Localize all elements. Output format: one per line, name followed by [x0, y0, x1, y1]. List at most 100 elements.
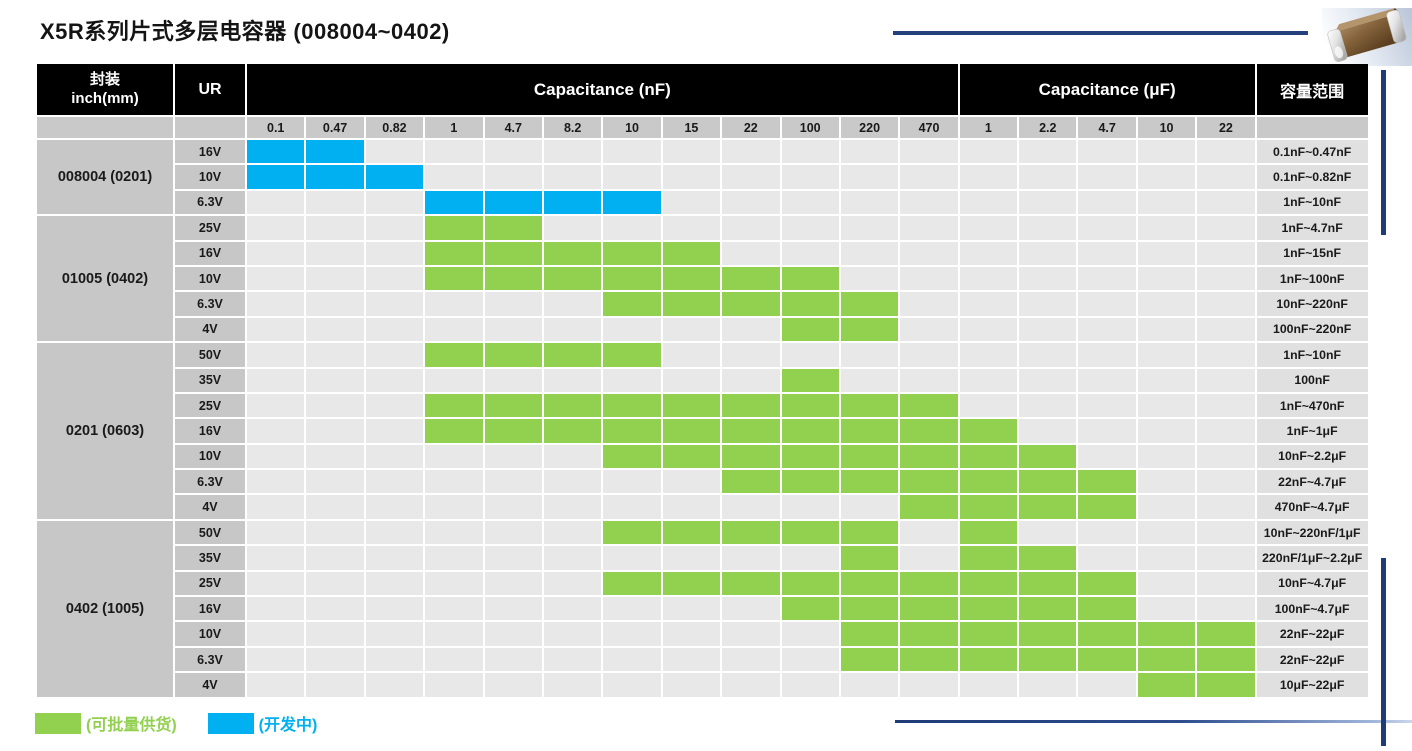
table-row: 35V 220nF/1μF~2.2μF: [37, 546, 1368, 570]
capacity-cell-empty: [840, 140, 899, 164]
capacity-cell-empty: [365, 673, 424, 697]
capacity-cell-empty: [603, 622, 661, 646]
capacity-cell-empty: [543, 317, 602, 342]
capacity-cell-available: [959, 495, 1018, 519]
capacity-cell-empty: [543, 216, 602, 240]
capacity-cell-empty: [662, 546, 721, 570]
capacity-cell-empty: [365, 622, 424, 646]
voltage-cell: 10V: [175, 165, 245, 189]
capacity-cell-empty: [365, 140, 424, 164]
capacity-cell-available: [900, 597, 958, 621]
capacity-cell-empty: [365, 393, 424, 418]
capacity-cell-empty: [247, 292, 305, 316]
capacity-cell-empty: [1078, 343, 1136, 367]
voltage-cell: 6.3V: [175, 647, 245, 672]
capacity-cell-empty: [1019, 190, 1077, 215]
capacity-cell-empty: [662, 470, 721, 494]
capacity-cell-empty: [722, 241, 780, 265]
capacity-cell-available: [840, 419, 899, 443]
capacity-cell-available: [722, 571, 780, 596]
capacity-cell-available: [662, 393, 721, 418]
capacity-cell-empty: [959, 241, 1018, 265]
capacity-cell-available: [662, 571, 721, 596]
capacity-cell-available: [840, 546, 899, 570]
capacity-cell-empty: [840, 165, 899, 189]
capacity-cell-empty: [306, 520, 364, 545]
capacity-cell-empty: [840, 495, 899, 519]
capacity-cell-available: [484, 266, 542, 291]
capacity-cell-empty: [900, 292, 958, 316]
capacity-cell-empty: [603, 216, 661, 240]
range-cell: 1nF~470nF: [1256, 393, 1368, 418]
capacity-cell-available: [1078, 597, 1136, 621]
capacity-cell-empty: [1019, 241, 1077, 265]
range-cell: 10nF~220nF: [1256, 292, 1368, 316]
capacity-cell-available: [1019, 597, 1077, 621]
capacity-cell-empty: [306, 241, 364, 265]
capacity-cell-available: [425, 419, 483, 443]
capacity-cell-developing: [425, 190, 483, 215]
capacitance-uf-header-cell: Capacitance (μF): [959, 64, 1255, 115]
table-row: 6.3V 22nF~22μF: [37, 647, 1368, 672]
capacity-cell-empty: [1137, 495, 1196, 519]
voltage-cell: 4V: [175, 317, 245, 342]
voltage-cell: 25V: [175, 393, 245, 418]
capacity-cell-empty: [1137, 597, 1196, 621]
range-cell: 10nF~4.7μF: [1256, 571, 1368, 596]
capacity-cell-empty: [722, 368, 780, 392]
capacity-cell-empty: [365, 368, 424, 392]
capacity-cell-empty: [1197, 419, 1255, 443]
bottom-accent-line: [895, 720, 1412, 723]
capacity-cell-empty: [1019, 673, 1077, 697]
capacity-cell-empty: [365, 597, 424, 621]
capacity-cell-available: [781, 292, 839, 316]
table-row: 01005 (0402) 25V 1nF~4.7nF: [37, 216, 1368, 342]
capacity-cell-empty: [484, 571, 542, 596]
capacity-cell-available: [603, 520, 661, 545]
capacity-cell-empty: [484, 165, 542, 189]
capacity-cell-available: [603, 343, 661, 367]
range-cell: 0.1nF~0.47nF: [1256, 140, 1368, 164]
capacity-cell-empty: [306, 444, 364, 469]
table-row: 10V 10nF~2.2μF: [37, 444, 1368, 469]
table-row: 6.3V 22nF~4.7μF: [37, 470, 1368, 494]
capacity-cell-empty: [1019, 165, 1077, 189]
capacity-cell-empty: [306, 571, 364, 596]
table-row: 4V 10μF~22μF: [37, 673, 1368, 697]
capacity-cell-empty: [662, 622, 721, 646]
capacity-cell-empty: [603, 140, 661, 164]
capacity-cell-empty: [840, 673, 899, 697]
capacity-cell-available: [1197, 622, 1255, 646]
table-row: 16V 1nF~1μF: [37, 419, 1368, 443]
capacity-cell-empty: [840, 216, 899, 240]
capacity-cell-available: [425, 216, 483, 240]
capacity-cell-available: [1019, 470, 1077, 494]
capacity-cell-empty: [1137, 140, 1196, 164]
voltage-cell: 6.3V: [175, 470, 245, 494]
capacity-cell-empty: [781, 673, 839, 697]
table-row: 4V 470nF~4.7μF: [37, 495, 1368, 519]
capacity-cell-empty: [1078, 419, 1136, 443]
capacity-cell-empty: [1019, 419, 1077, 443]
capacity-cell-empty: [662, 317, 721, 342]
capacity-cell-available: [603, 241, 661, 265]
capacity-cell-empty: [1078, 393, 1136, 418]
capacity-cell-empty: [1197, 444, 1255, 469]
capacity-cell-available: [722, 266, 780, 291]
capacity-cell-available: [662, 266, 721, 291]
capacity-cell-empty: [722, 165, 780, 189]
capacity-cell-available: [662, 520, 721, 545]
capacity-cell-empty: [365, 444, 424, 469]
capacity-cell-empty: [959, 343, 1018, 367]
capacity-cell-available: [959, 444, 1018, 469]
capacity-cell-empty: [1137, 343, 1196, 367]
range-cell: 10μF~22μF: [1256, 673, 1368, 697]
capacity-cell-empty: [1019, 393, 1077, 418]
capacity-cell-available: [1078, 470, 1136, 494]
capacity-cell-empty: [900, 343, 958, 367]
capacity-cell-empty: [365, 292, 424, 316]
capacity-cell-empty: [306, 266, 364, 291]
capacity-cell-empty: [1078, 165, 1136, 189]
voltage-cell: 25V: [175, 216, 245, 240]
capacity-cell-empty: [247, 266, 305, 291]
